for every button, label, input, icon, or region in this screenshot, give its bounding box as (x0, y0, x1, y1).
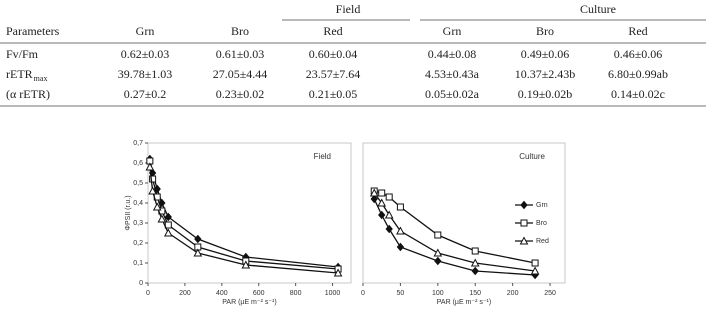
marker (370, 194, 378, 204)
legend-label: Red (536, 238, 549, 245)
marker (145, 162, 155, 171)
x-tick-label: 400 (216, 290, 228, 297)
marker (369, 188, 379, 197)
column-header: Bro (231, 24, 249, 38)
x-tick-label: 250 (544, 290, 556, 297)
chart-title: Culture (519, 152, 545, 161)
x-tick-label: 50 (397, 290, 405, 297)
x-tick-label: 100 (432, 290, 444, 297)
x-axis-label: PAR (µE m⁻² s⁻¹) (222, 299, 276, 306)
marker (434, 231, 442, 239)
marker (333, 268, 343, 277)
plot-frame (362, 142, 566, 284)
group-header: Culture (580, 2, 616, 16)
cell: 4.53±0.43a (425, 67, 480, 81)
column-header: Grn (443, 24, 462, 38)
marker (471, 247, 479, 255)
column-header: Red (628, 24, 647, 38)
marker (385, 193, 393, 201)
marker (433, 248, 443, 257)
x-tick-label: 150 (469, 290, 481, 297)
cell: 0.19±0.02b (518, 87, 573, 101)
marker (163, 228, 173, 237)
cell: 0.44±0.08 (428, 47, 477, 61)
marker (194, 234, 202, 244)
marker (241, 260, 251, 269)
y-tick-label: 0,4 (133, 200, 143, 207)
x-tick-label: 200 (507, 290, 519, 297)
cell: 0.05±0.02a (425, 87, 480, 101)
x-tick-label: 0 (146, 290, 150, 297)
group-header: Field (336, 2, 361, 16)
y-tick-label: 0,7 (133, 140, 143, 147)
marker (530, 266, 540, 275)
legend-label: Grn (536, 202, 548, 209)
row-label: Fv/Fm (6, 47, 39, 61)
legend-label: Bro (536, 220, 547, 227)
cell: 0.23±0.02 (216, 87, 265, 101)
cell: 0.62±0.03 (121, 47, 170, 61)
marker (384, 210, 394, 219)
y-tick-label: 0,5 (133, 180, 143, 187)
legend-marker (520, 219, 528, 227)
x-tick-label: 200 (179, 290, 191, 297)
row-label-sub: max (34, 74, 48, 83)
x-tick-label: 0 (361, 290, 365, 297)
y-tick-label: 0,3 (133, 220, 143, 227)
marker (434, 256, 442, 266)
marker (152, 202, 162, 211)
x-tick-label: 600 (253, 290, 265, 297)
series-line (149, 158, 339, 268)
cell: 0.14±0.02c (611, 87, 665, 101)
column-header: Red (323, 24, 342, 38)
marker (531, 259, 539, 267)
marker (385, 224, 393, 234)
cell: 0.61±0.03 (216, 47, 265, 61)
cell: 23.57±7.64 (306, 67, 361, 81)
y-tick-label: 0,6 (133, 160, 143, 167)
marker (377, 198, 387, 207)
marker (396, 226, 405, 235)
cell: 0.21±0.05 (309, 87, 358, 101)
cell: 39.78±1.03 (118, 67, 173, 81)
y-tick-label: 0,1 (133, 260, 143, 267)
marker (164, 212, 172, 222)
chart: 0 50 100 150 200 250 PAR (µE m⁻² s⁻¹) Culture Gr… (361, 142, 566, 306)
row-label: rETR (6, 67, 33, 81)
marker (378, 210, 386, 220)
legend-marker (519, 236, 529, 245)
marker (396, 203, 404, 211)
cell: 10.37±2.43b (515, 67, 576, 81)
y-tick-label: 0 (139, 280, 143, 287)
y-axis-label: ΦPSII (r.u.) (125, 195, 132, 230)
marker (157, 214, 167, 223)
row-label: (α rETR) (6, 87, 50, 101)
cell: 0.27±0.2 (124, 87, 167, 101)
cell: 0.60±0.04 (309, 47, 358, 61)
cell: 0.49±0.06 (521, 47, 570, 61)
chart: 0 0,1 0,2 0,3 0,4 0,5 0,6 0,7 0 200 400 600 800 1000 P… (125, 140, 352, 306)
chart-title: Field (314, 152, 331, 161)
x-tick-label: 800 (290, 290, 302, 297)
x-tick-label: 1000 (325, 290, 341, 297)
column-header: Parameters (6, 24, 60, 38)
cell: 0.46±0.06 (614, 47, 663, 61)
marker (149, 175, 157, 183)
marker (470, 258, 480, 267)
y-tick-label: 0,2 (133, 240, 143, 247)
plot-frame (147, 142, 352, 284)
marker (396, 242, 405, 252)
marker (193, 248, 203, 257)
legend-marker (520, 200, 528, 210)
cell: 6.80±0.99ab (608, 67, 668, 81)
column-header: Grn (136, 24, 155, 38)
marker (378, 189, 386, 197)
x-axis-label: PAR (µE m⁻² s⁻¹) (437, 299, 491, 306)
marker (148, 186, 157, 195)
series-line (149, 160, 339, 270)
column-header: Bro (536, 24, 554, 38)
marker (471, 266, 479, 276)
cell: 27.05±4.44 (213, 67, 268, 81)
